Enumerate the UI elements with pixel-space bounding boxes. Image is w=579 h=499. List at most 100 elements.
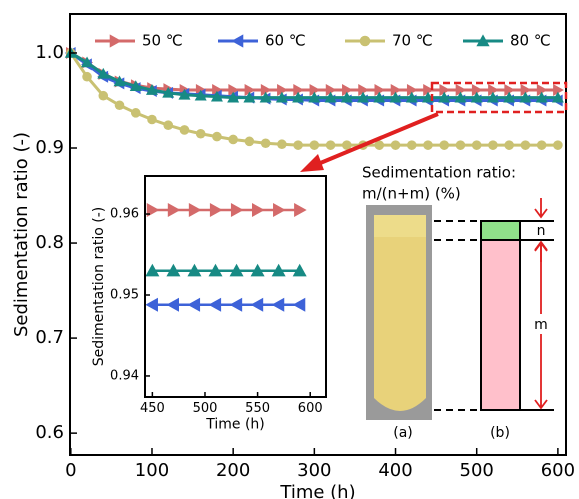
marker <box>187 263 202 277</box>
marker <box>147 114 157 125</box>
marker <box>129 80 142 92</box>
marker <box>439 84 451 97</box>
x-tick-label: 500 <box>460 460 494 481</box>
marker <box>293 140 303 150</box>
x-tick-label: 600 <box>541 460 575 481</box>
marker <box>250 263 265 277</box>
marker <box>229 297 243 312</box>
marker <box>114 100 125 111</box>
x-tick-label: 300 <box>297 460 331 481</box>
marker <box>97 67 110 79</box>
marker <box>82 71 92 82</box>
marker <box>277 139 287 150</box>
marker <box>244 136 255 147</box>
marker <box>167 203 181 217</box>
y-tick-label: 0.8 <box>35 232 64 253</box>
marker <box>454 91 467 103</box>
arrow-head <box>300 154 324 172</box>
marker <box>536 84 548 97</box>
marker <box>259 91 272 103</box>
marker <box>208 297 222 312</box>
marker <box>162 86 175 98</box>
marker <box>390 140 401 150</box>
marker <box>230 203 244 217</box>
marker <box>358 84 370 97</box>
marker <box>476 34 490 47</box>
marker <box>98 90 109 101</box>
legend-label: 80 ℃ <box>510 32 551 50</box>
marker <box>260 84 272 97</box>
marker <box>210 90 223 102</box>
highlight-box <box>430 81 568 114</box>
marker <box>228 84 240 97</box>
marker <box>260 138 271 149</box>
marker <box>455 140 466 150</box>
marker <box>243 91 256 103</box>
x-tick-label: 200 <box>216 460 250 481</box>
marker <box>520 140 531 150</box>
arrow <box>534 198 548 219</box>
marker <box>520 84 532 97</box>
tube-top <box>374 215 426 237</box>
x-tick-label: 450 <box>140 401 165 416</box>
marker <box>250 297 264 312</box>
y-tick-label: 0.94 <box>110 368 139 383</box>
marker <box>308 91 321 103</box>
marker <box>471 84 483 97</box>
marker <box>229 263 244 277</box>
x-tick-label: 0 <box>65 460 76 481</box>
marker <box>273 203 286 217</box>
marker <box>503 91 516 103</box>
marker <box>551 91 564 103</box>
marker <box>325 140 336 150</box>
marker <box>251 203 265 217</box>
y-tick-label: 0.6 <box>35 422 64 443</box>
label-a: (a) <box>393 425 413 441</box>
x-tick-label: 600 <box>298 401 323 416</box>
marker <box>212 84 223 97</box>
y-tick-label: 0.95 <box>110 288 139 303</box>
marker <box>309 140 320 150</box>
label-bg <box>533 314 549 334</box>
legend-label: 50 ℃ <box>142 32 183 50</box>
marker <box>488 140 498 150</box>
supernatant <box>480 220 521 241</box>
marker <box>374 140 385 150</box>
tube <box>374 215 426 411</box>
y-tick-label: 1.0 <box>35 42 64 63</box>
annotation: m/(n+m) (%) <box>362 185 461 203</box>
marker <box>145 84 158 95</box>
marker <box>145 297 158 312</box>
marker <box>406 140 417 150</box>
marker <box>488 84 499 97</box>
marker <box>244 84 256 97</box>
marker <box>145 263 160 277</box>
marker <box>292 297 306 312</box>
marker <box>536 140 547 150</box>
marker <box>277 84 288 97</box>
marker <box>294 203 307 217</box>
y-tick-label: 0.7 <box>35 327 64 348</box>
marker <box>324 91 337 103</box>
marker <box>227 91 240 103</box>
label-m: m <box>534 317 548 333</box>
marker <box>195 128 206 139</box>
marker <box>406 84 418 97</box>
marker <box>163 120 174 131</box>
marker <box>423 140 433 150</box>
marker <box>81 56 94 68</box>
annotation: Sedimentation ratio: <box>362 164 516 182</box>
marker <box>166 263 181 277</box>
y-axis-label: Sedimentation ratio (-) <box>11 132 32 337</box>
marker <box>405 91 418 103</box>
x-tick-label: 500 <box>193 401 218 416</box>
marker <box>188 203 202 217</box>
marker <box>486 91 499 103</box>
y-axis-label: Sedimentation ratio (-) <box>91 207 107 366</box>
marker <box>438 91 451 103</box>
marker <box>359 35 371 47</box>
marker <box>455 84 467 97</box>
marker <box>293 84 305 97</box>
marker <box>553 140 563 150</box>
